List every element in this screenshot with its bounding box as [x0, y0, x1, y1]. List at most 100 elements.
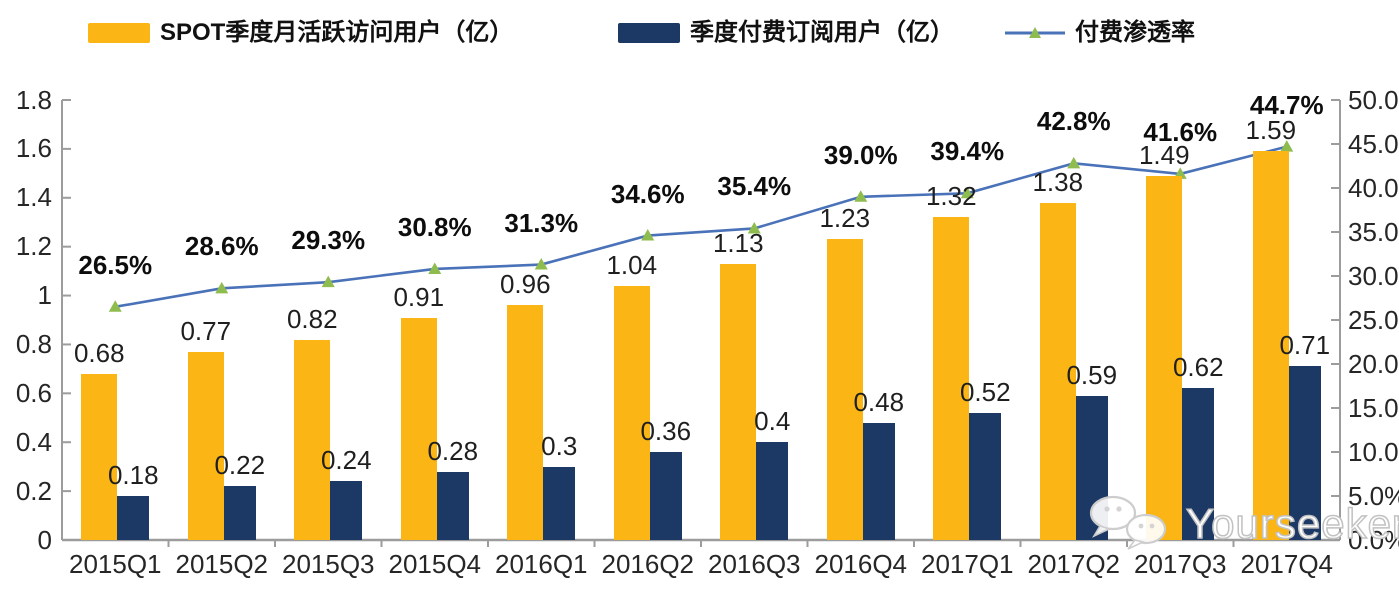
right-axis-tick-label: 5.0% — [1348, 480, 1399, 511]
legend-label-mau: SPOT季度月活跃访问用户（亿） — [160, 19, 514, 46]
bar-value-label-subscribers: 0.28 — [427, 435, 479, 466]
bar-mau — [1146, 175, 1183, 540]
bar-value-label-subscribers: 0.48 — [853, 386, 905, 417]
bar-subscribers — [1182, 388, 1215, 540]
bar-subscribers — [117, 496, 150, 540]
penetration-value-label: 41.6% — [1143, 116, 1218, 147]
line-marker — [534, 258, 548, 270]
bar-mau — [1039, 202, 1076, 540]
line-marker-swatch-icon — [1005, 27, 1065, 38]
bar-subscribers — [330, 481, 363, 540]
bar-value-label-subscribers: 0.24 — [320, 445, 372, 476]
bar-mau — [826, 239, 863, 540]
bar-value-label-subscribers: 0.71 — [1279, 330, 1331, 361]
legend-label-subscribers: 季度付费订阅用户（亿） — [690, 19, 954, 46]
penetration-value-label: 35.4% — [717, 171, 792, 202]
bar-value-label-subscribers: 0.4 — [754, 406, 791, 437]
bar-mau — [81, 373, 118, 540]
bar-value-label-mau: 0.82 — [286, 303, 338, 334]
line-marker — [321, 275, 335, 288]
bar-mau — [1252, 151, 1289, 540]
penetration-value-label: 44.7% — [1249, 89, 1324, 120]
bar-value-label-mau: 0.68 — [73, 337, 125, 368]
penetration-line — [115, 145, 1288, 309]
x-axis-label: 2016Q2 — [601, 549, 695, 579]
bar-value-label-mau: 0.77 — [180, 315, 232, 346]
x-axis-label: 2017Q2 — [1027, 549, 1121, 579]
right-axis-tick-label: 0.0% — [1348, 524, 1399, 555]
bar-value-label-subscribers: 0.18 — [107, 460, 159, 490]
line-marker — [1280, 140, 1294, 152]
bar-mau — [294, 339, 331, 540]
bar-value-label-subscribers: 0.52 — [959, 376, 1011, 407]
right-axis-tick-label: 25.0% — [1348, 304, 1399, 335]
left-axis-tick-label: 1.2 — [15, 231, 52, 262]
bar-subscribers — [436, 471, 469, 540]
bar-value-label-mau: 0.91 — [393, 281, 445, 312]
penetration-value-label: 31.3% — [504, 207, 579, 238]
penetration-value-label: 28.6% — [184, 231, 259, 262]
line-marker — [747, 221, 761, 234]
legend-item-penetration: 付费渗透率 — [1005, 18, 1195, 48]
line-marker — [641, 229, 655, 241]
mau-bar-swatch-icon — [88, 23, 150, 43]
left-axis-tick-label: 0.8 — [15, 328, 52, 359]
right-axis-tick-label: 30.0% — [1348, 260, 1399, 291]
x-axis-label: 2015Q2 — [175, 549, 269, 579]
left-axis-tick-label: 1.4 — [15, 182, 52, 213]
bar-subscribers — [969, 412, 1002, 540]
line-marker — [428, 262, 442, 274]
x-axis-label: 2015Q3 — [281, 549, 375, 579]
legend-item-subscribers: 季度付费订阅用户（亿） — [618, 18, 954, 48]
right-axis-tick-label: 45.0% — [1348, 128, 1399, 159]
x-axis-label: 2017Q4 — [1240, 549, 1334, 579]
right-axis-tick-label: 15.0% — [1348, 392, 1399, 423]
x-axis-label: 2017Q3 — [1133, 549, 1227, 579]
bar-value-label-subscribers: 0.22 — [214, 450, 266, 481]
bar-value-label-subscribers: 0.62 — [1172, 352, 1224, 383]
x-axis-label: 2016Q4 — [814, 549, 908, 579]
x-axis-label: 2016Q3 — [707, 549, 801, 579]
bar-subscribers — [1288, 366, 1321, 540]
subscribers-bar-swatch-icon — [618, 23, 680, 43]
line-marker — [960, 186, 974, 199]
penetration-value-label: 30.8% — [397, 211, 472, 242]
bar-value-label-mau: 0.96 — [499, 269, 551, 300]
penetration-value-label: 26.5% — [78, 249, 153, 280]
right-axis-tick-label: 50.0% — [1348, 84, 1399, 115]
bar-mau — [933, 217, 970, 540]
bar-value-label-mau: 1.32 — [925, 181, 977, 212]
line-marker — [1067, 156, 1081, 169]
left-axis-tick-label: 0 — [37, 524, 52, 555]
bar-value-label-mau: 1.13 — [712, 227, 764, 258]
x-axis-label: 2016Q1 — [494, 549, 588, 579]
legend-item-mau: SPOT季度月活跃访问用户（亿） — [88, 18, 513, 48]
x-axis-label: 2017Q1 — [920, 549, 1014, 579]
right-axis-tick-label: 10.0% — [1348, 436, 1399, 467]
legend-label-penetration: 付费渗透率 — [1075, 19, 1195, 46]
left-axis-tick-label: 0.6 — [15, 377, 52, 408]
penetration-value-label: 34.6% — [610, 178, 685, 209]
bar-value-label-mau: 1.23 — [819, 203, 871, 234]
left-axis-tick-label: 1.8 — [15, 84, 52, 115]
line-marker — [854, 190, 868, 202]
penetration-value-label: 42.8% — [1036, 106, 1111, 137]
left-axis-tick-label: 0.2 — [15, 475, 52, 506]
right-axis-tick-label: 35.0% — [1348, 216, 1399, 247]
bar-mau — [720, 263, 757, 540]
bar-subscribers — [649, 452, 682, 540]
penetration-value-label: 39.4% — [930, 136, 1005, 167]
bar-subscribers — [543, 466, 576, 540]
bar-value-label-subscribers: 0.59 — [1066, 359, 1118, 390]
bar-subscribers — [223, 486, 256, 540]
bar-subscribers — [1075, 395, 1108, 540]
bar-value-label-subscribers: 0.36 — [640, 416, 692, 446]
x-axis-label: 2015Q4 — [388, 549, 482, 579]
bar-mau — [613, 285, 650, 540]
line-marker — [215, 281, 229, 294]
bar-mau — [507, 305, 544, 540]
x-axis-label: 2015Q1 — [68, 549, 162, 579]
right-axis-tick-label: 40.0% — [1348, 172, 1399, 203]
